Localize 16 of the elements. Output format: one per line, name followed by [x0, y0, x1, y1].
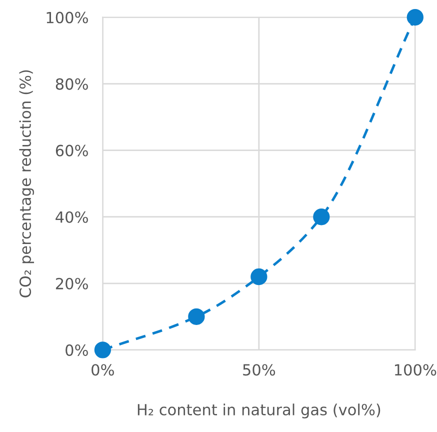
- x-tick-label: 0%: [92, 364, 114, 376]
- point: [94, 342, 112, 358]
- y-axis-title: CO₂ percentage reduction (%): [19, 70, 34, 298]
- x-tick-label: 50%: [243, 364, 276, 376]
- point: [188, 308, 205, 325]
- x-axis-title: H₂ content in natural gas (vol%): [138, 404, 380, 418]
- y-tick-label: 40%: [56, 211, 88, 223]
- x-tick-label: 100%: [394, 364, 436, 376]
- point: [313, 208, 330, 226]
- y-tick-label: 100%: [46, 12, 88, 24]
- y-tick-label: 60%: [56, 144, 88, 156]
- y-tick-label: 20%: [56, 278, 88, 290]
- y-tick-label: 80%: [56, 78, 88, 90]
- point: [250, 268, 268, 286]
- y-tick-label: 0%: [66, 344, 88, 356]
- point: [406, 8, 424, 26]
